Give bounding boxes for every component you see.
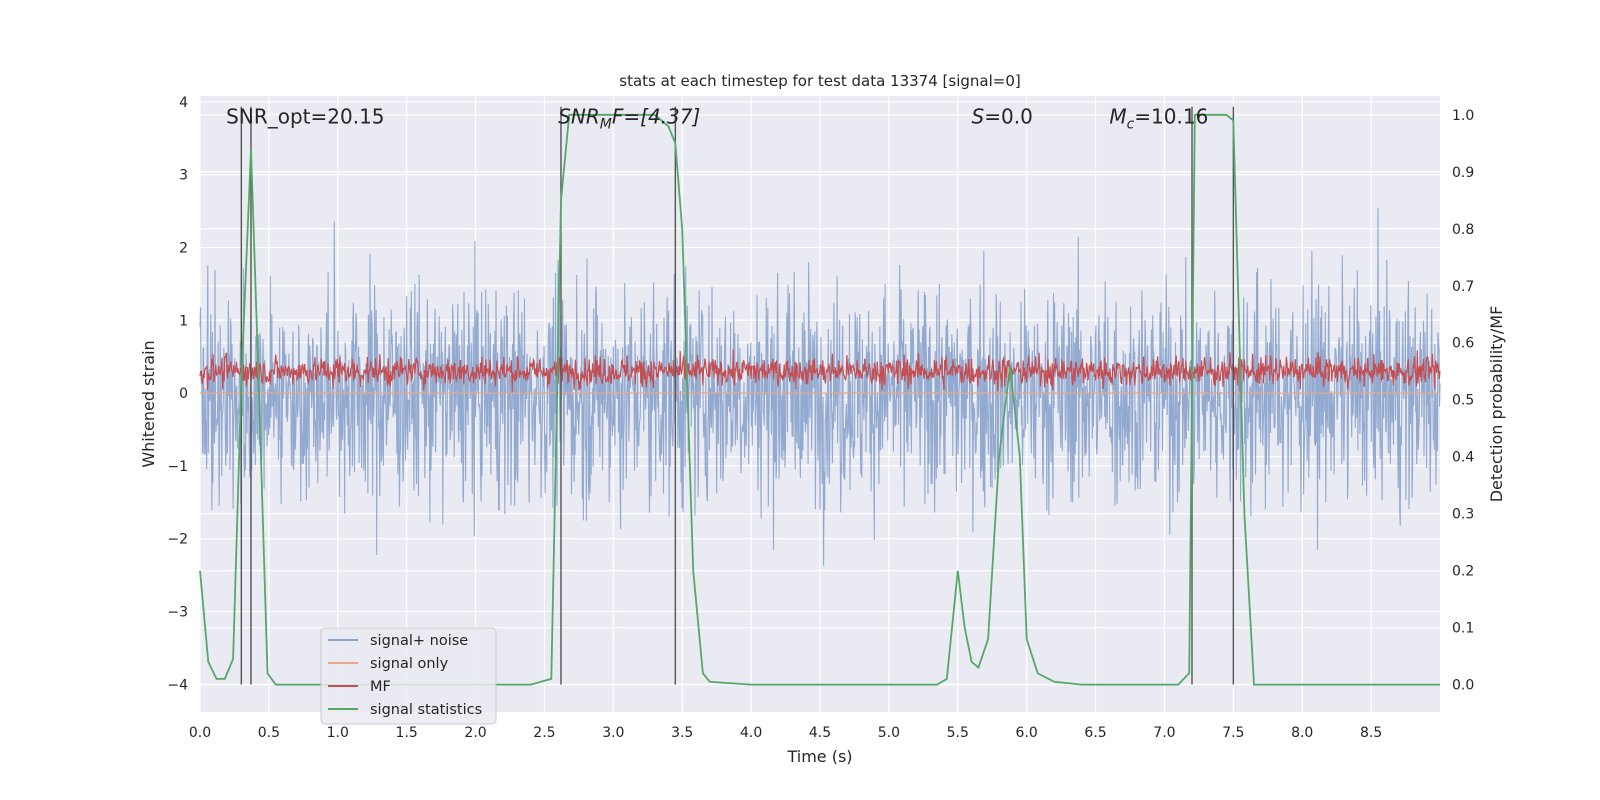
x-tick-label: 4.5 [809, 725, 831, 741]
x-axis-label: Time (s) [786, 747, 852, 766]
snr-mf-annotation: SNRMF=[4.37] [558, 104, 700, 132]
x-tick-label: 6.0 [1016, 725, 1038, 741]
legend-label: signal+ noise [370, 633, 468, 649]
x-tick-label: 2.5 [533, 725, 555, 741]
legend-box [320, 627, 497, 725]
x-tick-label: 8.5 [1360, 725, 1382, 741]
left-axis-label: Whitened strain [139, 340, 158, 467]
left-y-tick-label: 3 [179, 168, 188, 184]
legend-label: signal only [370, 656, 449, 672]
right-y-tick-label: 0.5 [1452, 393, 1474, 409]
x-tick-label: 7.5 [1222, 725, 1244, 741]
signal-statistics-line [199, 113, 1440, 686]
x-tick-label: 5.5 [947, 725, 969, 741]
x-axis-ticks: 0.0 0.5 1.0 1.5 2.0 2.5 3.0 3.5 4.0 4.5 5.0 5.5 6.0 6… [189, 725, 1382, 741]
x-tick-label: 1.5 [396, 725, 418, 741]
right-y-tick-label: 0.6 [1452, 336, 1474, 352]
x-tick-label: 8.0 [1291, 725, 1313, 741]
legend: signal+ noise signal only MF signal statist… [320, 627, 497, 725]
x-tick-label: 0.5 [258, 725, 280, 741]
legend-label: MF [370, 679, 391, 695]
left-y-tick-label: −1 [167, 459, 188, 475]
right-y-tick-label: 0.7 [1452, 279, 1474, 295]
left-y-tick-label: −3 [167, 605, 188, 621]
right-y-tick-label: 0.3 [1452, 507, 1474, 523]
x-tick-label: 1.0 [327, 725, 349, 741]
right-axis-label: Detection probability/MF [1487, 306, 1506, 503]
x-tick-label: 4.0 [740, 725, 762, 741]
right-y-tick-label: 0.2 [1452, 564, 1474, 580]
right-y-tick-label: 0.9 [1452, 165, 1474, 181]
left-y-tick-label: −4 [167, 677, 188, 693]
chart-title: stats at each timestep for test data 133… [619, 72, 1020, 90]
x-tick-label: 0.0 [189, 725, 211, 741]
legend-label: signal statistics [370, 702, 482, 718]
left-y-tick-label: −2 [167, 532, 188, 548]
x-tick-label: 5.0 [878, 725, 900, 741]
mc-annotation: Mc=10.16 [1109, 104, 1208, 132]
right-y-tick-label: 0.1 [1452, 621, 1474, 637]
signal-statistics-series [199, 113, 1440, 686]
annotations: SNR_opt=20.15 SNRMF=[4.37] S=0.0 Mc=10.16 [226, 104, 1208, 132]
right-y-tick-label: 1.0 [1452, 108, 1474, 124]
s-annotation: S=0.0 [972, 104, 1033, 128]
right-y-tick-label: 0.8 [1452, 222, 1474, 238]
right-y-tick-label: 0.0 [1452, 678, 1474, 694]
right-y-tick-label: 0.4 [1452, 450, 1474, 466]
x-tick-label: 3.0 [602, 725, 624, 741]
left-y-tick-label: 4 [179, 95, 188, 111]
left-axis-ticks: −4 −3 −2 −1 0 1 2 3 4 [167, 95, 188, 694]
left-y-tick-label: 0 [179, 386, 188, 402]
x-tick-label: 7.0 [1153, 725, 1175, 741]
left-y-tick-label: 1 [179, 313, 188, 329]
x-tick-label: 3.5 [671, 725, 693, 741]
left-y-tick-label: 2 [179, 240, 188, 256]
x-tick-label: 2.0 [464, 725, 486, 741]
x-tick-label: 6.5 [1084, 725, 1106, 741]
right-axis-ticks: 0.0 0.1 0.2 0.3 0.4 0.5 0.6 0.7 0.8 0.9 1.0 [1452, 108, 1474, 694]
snr-opt-annotation: SNR_opt=20.15 [226, 104, 384, 128]
